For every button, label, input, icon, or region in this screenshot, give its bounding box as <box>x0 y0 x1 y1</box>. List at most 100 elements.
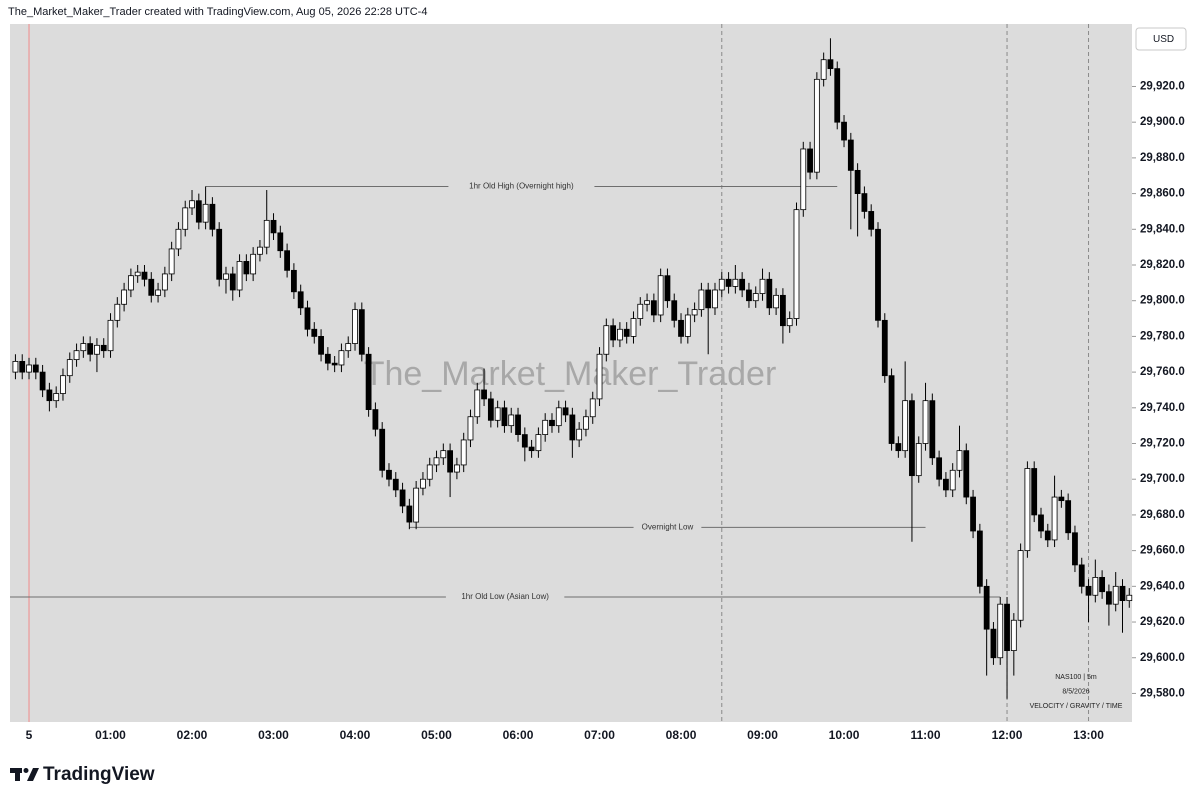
y-tick-label: 29,620.0 <box>1140 616 1185 628</box>
candle-body <box>854 169 861 194</box>
candle-body <box>1051 496 1058 541</box>
candle-body <box>447 450 454 473</box>
candle-body <box>915 443 922 477</box>
candle-body <box>94 344 100 355</box>
x-tick-label: 5 <box>26 728 33 742</box>
candle-body <box>630 318 637 337</box>
candle-body <box>168 248 175 275</box>
candle-body <box>358 309 365 355</box>
candle-body <box>521 434 528 448</box>
candle-body <box>834 68 841 123</box>
info-text: NAS100 | 5m <box>1055 674 1097 681</box>
candle-body <box>922 400 929 444</box>
candle-body <box>528 446 535 452</box>
x-tick-label: 03:00 <box>258 728 289 742</box>
candle-body <box>250 253 257 275</box>
candle-body <box>732 278 739 287</box>
candle-body <box>243 261 250 275</box>
candle-body <box>1092 577 1099 596</box>
level-label-bg <box>448 181 595 192</box>
candle-body <box>820 59 827 80</box>
logo-stem <box>15 768 20 781</box>
candle-body <box>1058 496 1065 502</box>
candle-body <box>338 350 345 366</box>
x-tick-label: 06:00 <box>503 728 534 742</box>
candle-body <box>257 246 263 255</box>
candle-body <box>141 271 148 280</box>
candle-body <box>976 530 983 587</box>
candle-body <box>861 193 868 212</box>
candle-body <box>718 278 725 291</box>
x-tick-label: 02:00 <box>177 728 208 742</box>
candle-body <box>121 289 128 305</box>
candle-body <box>1085 585 1092 596</box>
candle-body <box>684 314 691 337</box>
candle-body <box>562 407 569 416</box>
candle-body <box>678 319 684 337</box>
candle-body <box>1038 514 1044 532</box>
y-tick-label: 29,720.0 <box>1140 438 1185 450</box>
candle-body <box>705 289 712 309</box>
level-label: 1hr Old High (Overnight high) <box>469 182 574 191</box>
candle-body <box>318 336 324 355</box>
candle-body <box>223 273 229 280</box>
info-text: VELOCITY / GRAVITY / TIME <box>1030 703 1123 710</box>
candle-body <box>691 309 698 316</box>
candle-body <box>936 457 943 480</box>
header-text: The_Market_Maker_Trader created with Tra… <box>8 6 427 18</box>
candle-body <box>888 375 895 444</box>
candle-body <box>610 325 617 341</box>
candle-body <box>1004 603 1010 651</box>
candle-body <box>766 278 773 309</box>
candle-body <box>970 496 976 532</box>
y-tick-label: 29,660.0 <box>1140 545 1185 557</box>
candle-body <box>596 353 603 400</box>
candle-body <box>263 219 270 248</box>
candle-body <box>80 343 87 352</box>
candle-body <box>725 278 732 287</box>
candle-body <box>297 291 304 309</box>
candle-body <box>148 278 155 296</box>
level-label: 1hr Old Low (Asian Low) <box>461 592 549 601</box>
candle-body <box>800 148 807 211</box>
y-tick-label: 29,920.0 <box>1140 81 1185 93</box>
candle-body <box>433 457 440 466</box>
candle-body <box>413 487 420 523</box>
candle-body <box>399 489 406 507</box>
candle-body <box>1010 619 1017 651</box>
logo-slash <box>27 768 39 781</box>
candle-body <box>107 319 114 352</box>
candle-body <box>739 278 746 291</box>
candle-body <box>474 389 481 418</box>
logo-dot <box>23 768 29 773</box>
candle-body <box>127 275 134 291</box>
candle-body <box>467 416 474 441</box>
level-label-bg <box>445 592 565 603</box>
candle-body <box>847 139 854 171</box>
candle-body <box>66 359 73 377</box>
candle-body <box>175 228 182 250</box>
y-tick-label: 29,800.0 <box>1140 295 1185 307</box>
candle-body <box>583 416 589 430</box>
candle-body <box>827 59 834 70</box>
y-tick-label: 29,600.0 <box>1140 652 1185 664</box>
candle-body <box>1024 468 1031 552</box>
candle-body <box>12 360 19 373</box>
x-tick-label: 10:00 <box>829 728 860 742</box>
candle-body <box>182 207 189 230</box>
candle-body <box>1099 577 1106 593</box>
y-tick-label: 29,860.0 <box>1140 188 1185 200</box>
candle-body <box>426 464 433 480</box>
y-tick-label: 29,700.0 <box>1140 473 1185 485</box>
candle-body <box>345 343 352 352</box>
candle-body <box>236 261 243 291</box>
candle-body <box>549 419 555 427</box>
currency: USD <box>1153 34 1174 45</box>
candle-body <box>39 371 46 391</box>
candle-body <box>290 269 297 293</box>
y-tick-label: 29,780.0 <box>1140 330 1185 342</box>
candle-body <box>671 300 678 321</box>
candle-body <box>664 275 671 302</box>
currency-box[interactable] <box>1135 27 1187 51</box>
